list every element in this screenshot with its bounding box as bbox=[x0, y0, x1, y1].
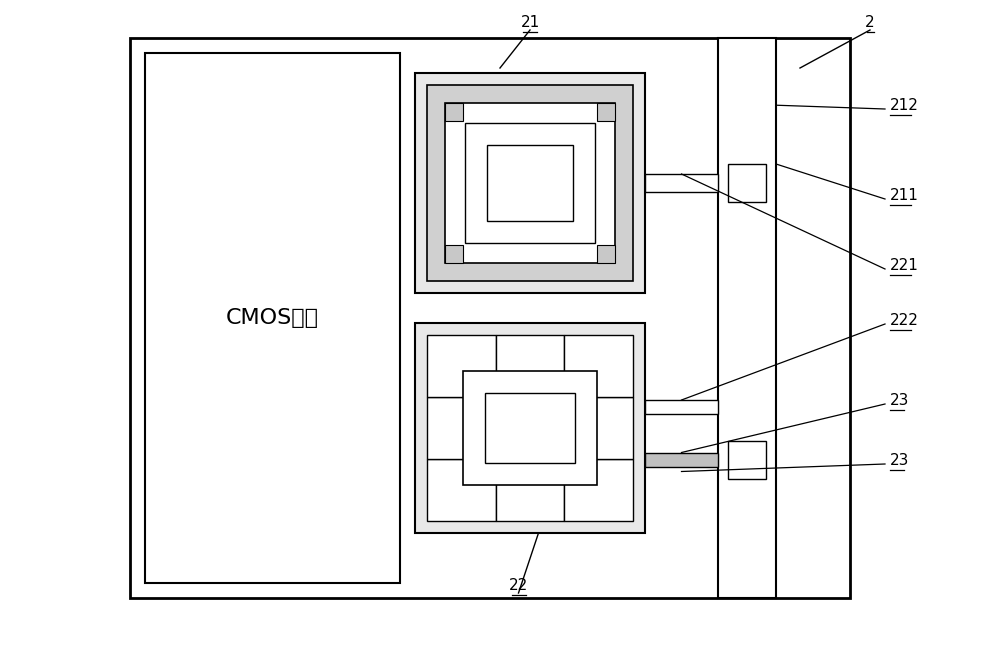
Bar bbox=[496, 459, 564, 521]
Text: 23: 23 bbox=[890, 453, 909, 468]
Bar bbox=[645, 400, 718, 414]
Bar bbox=[728, 441, 766, 478]
Bar bbox=[465, 123, 595, 243]
Bar bbox=[415, 73, 645, 293]
Text: 221: 221 bbox=[890, 258, 919, 273]
Bar bbox=[427, 459, 496, 521]
Bar bbox=[415, 323, 645, 533]
Bar bbox=[645, 174, 718, 192]
Bar bbox=[130, 38, 850, 598]
Bar bbox=[463, 371, 597, 485]
Bar bbox=[496, 335, 564, 397]
Bar bbox=[427, 335, 496, 397]
Text: 22: 22 bbox=[509, 578, 528, 593]
Bar bbox=[597, 103, 615, 121]
Bar bbox=[427, 85, 633, 281]
Bar bbox=[485, 393, 575, 463]
Text: CMOS电路: CMOS电路 bbox=[226, 308, 319, 328]
Bar bbox=[718, 38, 776, 598]
Text: 23: 23 bbox=[890, 393, 909, 408]
Bar bbox=[145, 53, 400, 583]
Bar bbox=[597, 245, 615, 263]
Bar bbox=[728, 164, 766, 202]
Text: 211: 211 bbox=[890, 188, 919, 203]
Bar bbox=[564, 459, 633, 521]
Bar bbox=[445, 103, 615, 263]
Text: 212: 212 bbox=[890, 98, 919, 113]
Bar bbox=[427, 397, 496, 459]
Text: 222: 222 bbox=[890, 313, 919, 328]
Bar bbox=[496, 397, 564, 459]
Bar bbox=[445, 103, 463, 121]
Bar bbox=[564, 335, 633, 397]
Bar bbox=[564, 397, 633, 459]
Bar bbox=[487, 145, 573, 221]
Bar bbox=[645, 452, 718, 467]
Bar bbox=[445, 245, 463, 263]
Text: 21: 21 bbox=[520, 15, 540, 30]
Text: 2: 2 bbox=[865, 15, 875, 30]
